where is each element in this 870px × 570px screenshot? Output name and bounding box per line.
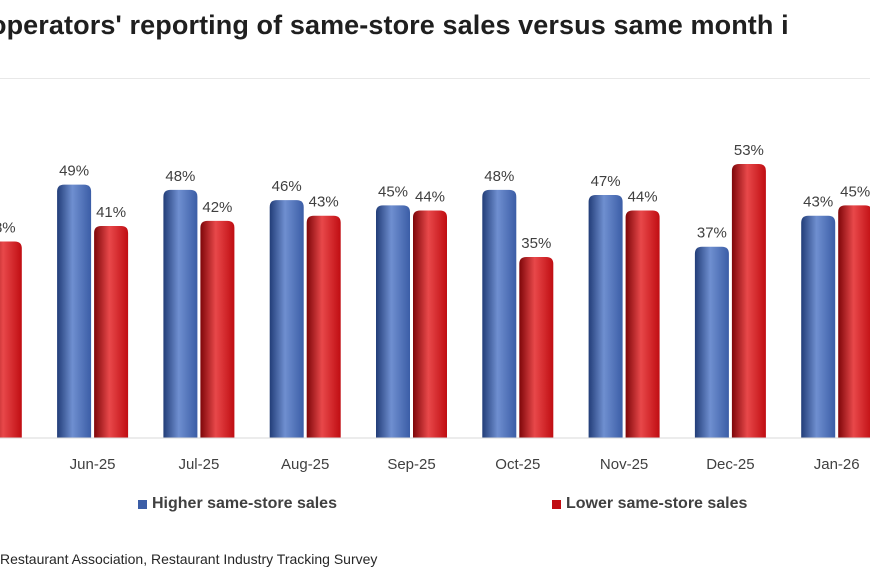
data-label-lower-Jun-25: 41% <box>96 204 126 221</box>
title-divider <box>0 78 870 79</box>
x-tick-Dec-25: Dec-25 <box>706 456 754 473</box>
data-label-higher-Nov-25: 47% <box>591 173 621 190</box>
bar-lower-Jan-26 <box>838 205 870 438</box>
data-label-higher-Oct-25: 48% <box>484 168 514 185</box>
x-tick-Oct-25: Oct-25 <box>495 456 540 473</box>
bar-higher-Aug-25 <box>269 200 304 438</box>
data-label-lower-Nov-25: 44% <box>628 189 658 206</box>
data-label-higher-Dec-25: 37% <box>697 225 727 242</box>
legend-swatch-lower <box>552 499 561 509</box>
legend-swatch-higher <box>138 499 147 509</box>
data-label-lower-Jan-26: 45% <box>840 183 870 200</box>
legend-label-lower: Lower same-store sales <box>566 495 748 512</box>
data-label-higher-Jul-25: 48% <box>165 168 195 185</box>
bar-lower-Oct-25 <box>519 257 554 438</box>
bar-higher-Dec-25 <box>694 246 729 438</box>
bar-higher-Sep-25 <box>376 205 410 438</box>
bar-lower-c5 <box>0 241 22 438</box>
x-tick-Jun-25: Jun-25 <box>70 456 116 473</box>
bar-lower-Nov-25 <box>625 210 660 438</box>
bar-higher-Oct-25 <box>482 189 517 438</box>
legend-label-higher: Higher same-store sales <box>152 495 337 512</box>
bar-lower-Sep-25 <box>413 210 447 438</box>
source-note: Restaurant Association, Restaurant Indus… <box>0 551 378 567</box>
x-tick-Sep-25: Sep-25 <box>387 456 435 473</box>
bar-chart: 8% 49% 41% 48% 42% 46% 43% 45% 44% 48% 35% 47% 44% 37… <box>0 142 870 473</box>
data-label-higher-Aug-25: 46% <box>272 178 302 195</box>
x-tick-Aug-25: Aug-25 <box>281 456 329 473</box>
bar-lower-Jun-25 <box>94 226 129 438</box>
data-label-lower-Aug-25: 43% <box>309 194 339 211</box>
bar-higher-Jan-26 <box>801 215 836 438</box>
bar-lower-Jul-25 <box>200 220 235 438</box>
chart-title: operators' reporting of same-store sales… <box>0 10 789 40</box>
data-label-lower-Sep-25: 44% <box>415 189 445 206</box>
x-tick-Jan-26: Jan-26 <box>814 456 860 473</box>
bar-lower-Dec-25 <box>731 163 766 439</box>
data-label-lower-Jul-25: 42% <box>202 199 232 216</box>
data-label-higher-Jan-26: 43% <box>803 194 833 211</box>
bar-higher-Jun-25 <box>57 184 92 438</box>
legend: Higher same-store sales Lower same-store… <box>0 495 870 519</box>
data-label-higher-Sep-25: 45% <box>378 183 408 200</box>
data-label-lower-Oct-25: 35% <box>521 235 551 252</box>
legend-item-lower: Lower same-store sales <box>552 495 747 513</box>
data-label-higher-Jun-25: 49% <box>59 163 89 180</box>
bars-layer: 8% 49% 41% 48% 42% 46% 43% 45% 44% 48% 35% 47% 44% 37… <box>0 142 870 439</box>
bar-lower-Aug-25 <box>306 215 341 438</box>
x-tick-Jul-25: Jul-25 <box>178 456 219 473</box>
x-tick-Nov-25: Nov-25 <box>600 456 648 473</box>
data-label-lower-c5: 8% <box>0 220 16 237</box>
bar-higher-Nov-25 <box>588 195 623 438</box>
legend-item-higher: Higher same-store sales <box>138 495 337 513</box>
bar-higher-Jul-25 <box>163 189 198 438</box>
x-tick-labels: c5Jun-25Jul-25Aug-25Sep-25Oct-25Nov-25De… <box>70 456 860 473</box>
data-label-lower-Dec-25: 53% <box>734 142 764 159</box>
